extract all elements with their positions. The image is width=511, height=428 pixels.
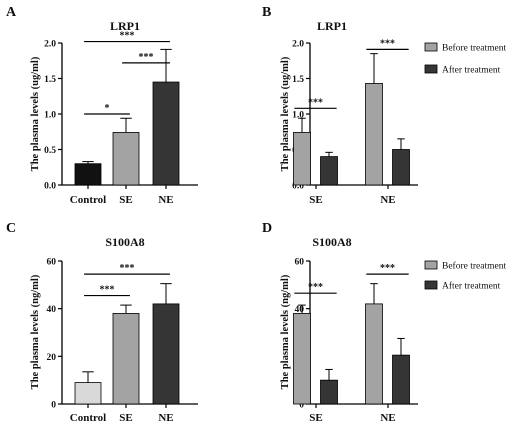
x-tick-label: SE: [119, 412, 132, 424]
legend-swatch: [424, 42, 438, 52]
bar-control: [74, 382, 102, 405]
y-tick-label: 40: [47, 305, 57, 315]
y-tick-label: 0.0: [44, 182, 56, 192]
x-tick-label: SE: [309, 412, 322, 424]
bar-ne-before: [365, 83, 383, 186]
legend-label: After treatment: [442, 281, 501, 292]
significance-label: ***: [139, 52, 154, 63]
significance-label: *: [105, 103, 110, 114]
y-tick-label: 1.0: [292, 111, 304, 121]
chart-panel-a: A LRP1 The plasma levels (ug/ml) 0.0 0.5 1.0 1…: [6, 5, 198, 206]
legend-label: Before treatment: [442, 43, 506, 54]
panel-letter: C: [6, 221, 16, 236]
legend-swatch: [424, 280, 438, 290]
chart-panel-c: C S100A8 The plasma levels (ng/ml) 0 20 40 60 C…: [6, 221, 198, 424]
y-tick-label: 40: [295, 305, 305, 315]
panel-letter: D: [262, 221, 272, 236]
legend-swatch: [424, 64, 438, 74]
significance-label: ***: [380, 263, 395, 274]
chart-title: S100A8: [105, 235, 144, 249]
x-tick-label: Control: [70, 194, 106, 206]
x-tick-label: Control: [70, 412, 106, 424]
bar-se: [112, 132, 140, 186]
x-tick-label: NE: [158, 412, 173, 424]
bar-ne: [152, 303, 180, 405]
y-tick-label: 0.5: [44, 146, 56, 156]
bar-se-before: [293, 313, 311, 405]
significance-label: ***: [120, 31, 135, 42]
bar-ne: [152, 81, 180, 186]
legend: Before treatment After treatment: [424, 260, 506, 292]
significance-label: ***: [100, 285, 115, 296]
y-tick-label: 1.5: [44, 75, 56, 85]
y-tick-label: 0.0: [292, 182, 304, 192]
x-tick-label: SE: [309, 194, 322, 206]
bar-se-after: [320, 379, 338, 405]
x-tick-label: NE: [380, 412, 395, 424]
y-axis-label: The plasma levels (ug/ml): [30, 56, 41, 171]
significance-label: ***: [380, 38, 395, 49]
chart-title: LRP1: [110, 19, 140, 33]
bar-ne-before: [365, 303, 383, 405]
bar-ne-after: [392, 149, 410, 186]
panel-letter: B: [262, 5, 271, 20]
y-tick-label: 0: [51, 401, 56, 411]
legend-label: After treatment: [442, 65, 501, 76]
significance-label: ***: [308, 282, 323, 293]
legend-label: Before treatment: [442, 261, 506, 272]
significance-label: ***: [120, 263, 135, 274]
y-tick-label: 20: [47, 353, 57, 363]
x-tick-label: NE: [158, 194, 173, 206]
bar-control: [74, 163, 102, 186]
y-tick-label: 60: [295, 258, 305, 268]
chart-title: S100A8: [312, 235, 351, 249]
y-tick-label: 1.5: [292, 75, 304, 85]
bar-se: [112, 313, 140, 405]
y-axis-label: The plasma levels (ug/ml): [280, 56, 291, 171]
y-axis-label: The plasma levels (ng/ml): [280, 274, 291, 389]
bar-se-after: [320, 156, 338, 186]
x-tick-label: SE: [119, 194, 132, 206]
bar-se-before: [293, 132, 311, 186]
legend-swatch: [424, 260, 438, 270]
y-tick-label: 2.0: [292, 40, 304, 50]
y-tick-label: 1.0: [44, 111, 56, 121]
x-tick-label: NE: [380, 194, 395, 206]
chart-title: LRP1: [317, 19, 347, 33]
legend: Before treatment After treatment: [424, 42, 506, 76]
y-tick-label: 2.0: [44, 40, 56, 50]
bar-ne-after: [392, 354, 410, 405]
y-axis-label: The plasma levels (ng/ml): [30, 274, 41, 389]
y-tick-label: 60: [47, 258, 57, 268]
panel-letter: A: [6, 5, 17, 20]
y-tick-label: 0: [299, 401, 304, 411]
significance-label: ***: [308, 97, 323, 108]
